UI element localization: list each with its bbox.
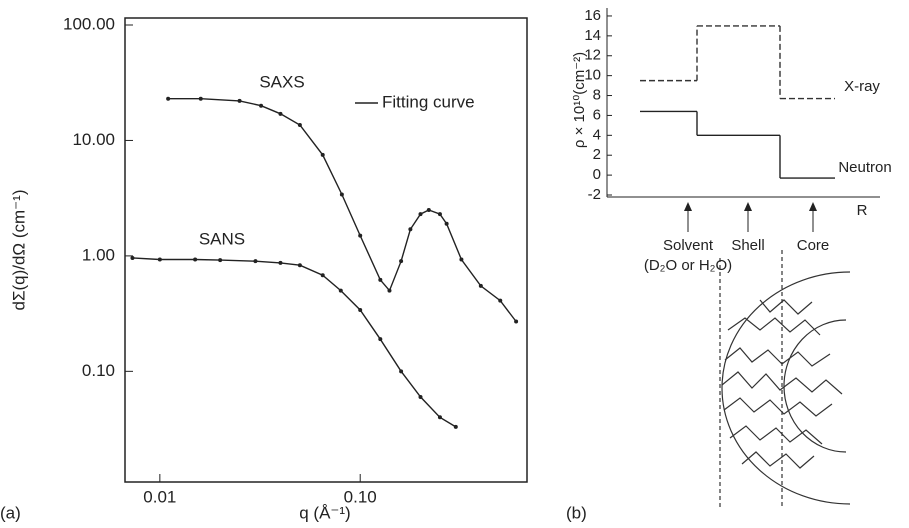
y-tick-label: 0.10 <box>82 361 115 380</box>
x-tick-label: 0.01 <box>143 487 176 506</box>
y-tick-label: 10 <box>584 67 601 84</box>
y-tick-label: 1.00 <box>82 245 115 264</box>
data-point <box>387 288 392 293</box>
fit-curve <box>168 98 517 322</box>
y-tick-label: 16 <box>584 7 601 24</box>
outer-shell <box>721 271 851 505</box>
chain <box>723 397 833 417</box>
series-label: X-ray <box>844 78 880 95</box>
data-point <box>378 277 383 282</box>
data-point <box>297 123 302 128</box>
chain <box>729 425 823 445</box>
data-point <box>498 298 503 303</box>
data-point <box>157 257 162 262</box>
panel-label: (a) <box>0 503 21 522</box>
data-point <box>358 233 363 238</box>
data-point <box>278 111 283 116</box>
series-label: SANS <box>199 229 245 248</box>
micelle-sketch <box>719 250 851 508</box>
data-point <box>320 273 325 278</box>
arrow-head <box>744 202 752 211</box>
y-axis-label: dΣ(q)/dΩ (cm⁻¹) <box>9 190 28 311</box>
data-point <box>514 319 519 324</box>
y-axis-label: ρ × 10¹⁰(cm⁻²) <box>571 52 588 148</box>
region-label: Solvent <box>663 237 714 254</box>
y-tick-label: 14 <box>584 27 601 44</box>
chain <box>727 317 821 336</box>
plot-frame <box>124 17 528 483</box>
data-point <box>259 103 264 108</box>
data-point <box>198 96 203 101</box>
data-point <box>320 152 325 157</box>
data-point <box>399 369 404 374</box>
y-tick-label: 100.00 <box>63 14 115 33</box>
series-label: SAXS <box>259 72 304 91</box>
x-axis-label: R <box>857 202 868 219</box>
data-point <box>193 257 198 262</box>
y-tick-label: 6 <box>593 106 601 123</box>
region-label: Core <box>797 237 830 254</box>
legend-label: Fitting curve <box>382 92 475 111</box>
data-point <box>378 337 383 342</box>
data-point <box>408 227 413 232</box>
y-tick-label: 0 <box>593 166 601 183</box>
data-point <box>338 288 343 293</box>
data-point <box>358 307 363 312</box>
region-label: Shell <box>731 237 764 254</box>
panel-label: (b) <box>566 503 587 522</box>
series-label: Neutron <box>838 159 891 176</box>
y-tick-label: -2 <box>588 186 601 203</box>
chain <box>759 299 813 315</box>
chain <box>741 451 815 469</box>
data-point <box>437 415 442 420</box>
data-point <box>426 207 431 212</box>
arrow-head <box>809 202 817 211</box>
y-tick-label: 12 <box>584 47 601 64</box>
y-tick-label: 2 <box>593 146 601 163</box>
data-point <box>459 257 464 262</box>
data-point <box>478 283 483 288</box>
data-point <box>453 424 458 429</box>
x-tick-label: 0.10 <box>344 487 377 506</box>
y-tick-label: 10.00 <box>72 130 115 149</box>
data-point <box>278 260 283 265</box>
data-point <box>218 258 223 263</box>
fit-curve <box>132 257 457 428</box>
data-point <box>253 259 258 264</box>
data-point <box>418 212 423 217</box>
data-point <box>418 394 423 399</box>
x-axis-label: q (Å⁻¹) <box>299 503 350 522</box>
chain <box>724 347 831 367</box>
arrow-head <box>684 202 692 211</box>
data-point <box>130 255 135 260</box>
data-point <box>399 259 404 264</box>
data-point <box>166 96 171 101</box>
y-tick-label: 4 <box>593 126 601 143</box>
data-point <box>237 98 242 103</box>
y-tick-label: 8 <box>593 87 601 104</box>
region-note: (D₂O or H₂O) <box>644 257 732 274</box>
data-point <box>339 192 344 197</box>
chain <box>721 371 843 395</box>
data-point <box>444 221 449 226</box>
data-point <box>297 263 302 268</box>
data-point <box>437 212 442 217</box>
core-boundary <box>783 319 847 453</box>
